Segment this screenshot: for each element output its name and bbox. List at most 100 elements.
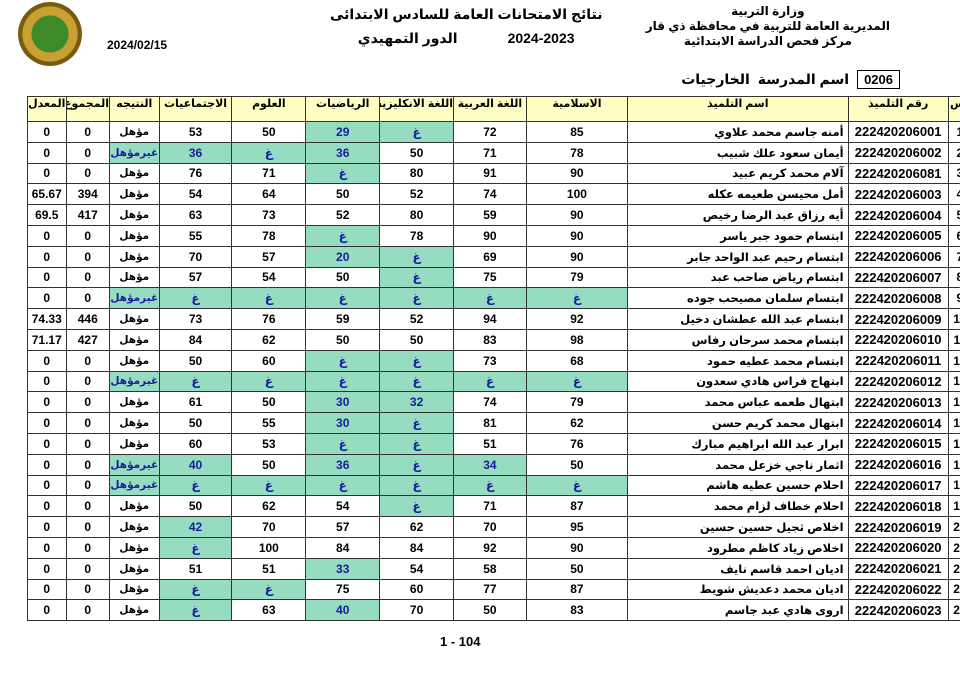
arabic-cell: 51 (453, 432, 527, 455)
math-cell: 36 (305, 141, 381, 164)
student-name-cell: احلام خطاف لزام محمد (627, 495, 849, 518)
arabic-cell: 72 (453, 121, 527, 143)
social-cell: غ (158, 599, 233, 622)
social-cell: غ (158, 536, 233, 559)
student-name-cell: ابتهال طعمه عباس محمد (627, 391, 849, 414)
english-cell: غ (379, 495, 454, 518)
result-cell: مؤهل (109, 224, 160, 247)
social-cell: 70 (158, 245, 233, 268)
result-cell: مؤهل (109, 432, 160, 455)
islamic-cell: 87 (525, 495, 629, 518)
science-cell: 57 (231, 245, 307, 268)
arabic-cell: 77 (453, 578, 527, 601)
average-cell: 0 (27, 266, 67, 289)
result-cell: غيرمؤهل (109, 453, 160, 476)
total-cell: 0 (65, 121, 111, 143)
islamic-cell: 90 (525, 204, 629, 226)
math-cell: 59 (305, 308, 381, 330)
total-cell: 0 (65, 245, 111, 268)
student-id-cell: 222420206081 (847, 162, 949, 185)
english-cell: غ (379, 266, 454, 289)
islamic-cell: 79 (525, 391, 629, 414)
social-cell: 50 (158, 412, 233, 434)
english-cell: 54 (379, 557, 454, 580)
serial-cell: 9 (947, 287, 960, 310)
table-row: 10222420206009ابتسام عبد الله عطشان دخيل… (27, 308, 960, 330)
student-id-cell: 222420206011 (847, 349, 949, 372)
serial-cell: 20 (947, 516, 960, 538)
social-cell: 57 (158, 266, 233, 289)
average-cell: 0 (27, 121, 67, 143)
average-cell: 0 (27, 536, 67, 559)
average-cell: 74.33 (27, 308, 67, 330)
english-cell: 80 (379, 204, 454, 226)
total-cell: 446 (65, 308, 111, 330)
math-cell: 33 (305, 557, 381, 580)
english-cell: 32 (379, 391, 454, 414)
student-id-cell: 222420206023 (847, 599, 949, 622)
student-id-cell: 222420206004 (847, 204, 949, 226)
student-id-cell: 222420206017 (847, 474, 949, 497)
social-cell: 42 (158, 516, 233, 538)
islamic-cell: 83 (525, 599, 629, 622)
english-cell: غ (379, 349, 454, 372)
result-cell: غيرمؤهل (109, 370, 160, 393)
student-name-cell: ابتسام رياض صاحب عبد (627, 266, 849, 289)
student-name-cell: اديان احمد قاسم نايف (627, 557, 849, 580)
table-row: 17222420206016اثمار ناجي خزعل محمد5034غ3… (27, 453, 960, 476)
science-cell: غ (231, 370, 307, 393)
science-cell: 50 (231, 121, 307, 143)
student-name-cell: اثمار ناجي خزعل محمد (627, 453, 849, 476)
serial-cell: 15 (947, 412, 960, 434)
english-cell: 52 (379, 183, 454, 206)
table-row: 13222420206012ابتهاج فراس هادي سعدونغغغغ… (27, 370, 960, 393)
arabic-cell: غ (453, 370, 527, 393)
social-cell: غ (158, 474, 233, 497)
total-cell: 417 (65, 204, 111, 226)
ministry-name: وزارة التربية (731, 4, 805, 18)
math-cell: 50 (305, 183, 381, 206)
islamic-cell: 87 (525, 578, 629, 601)
arabic-cell: 74 (453, 183, 527, 206)
table-row: 2222420206002أيمان سعود علك شبيب78715036… (27, 141, 960, 164)
math-cell: غ (305, 162, 381, 185)
arabic-cell: 92 (453, 536, 527, 559)
result-cell: مؤهل (109, 308, 160, 330)
table-row: 3222420206081آلام محمد كريم عبيد909180غ7… (27, 162, 960, 185)
result-cell: مؤهل (109, 328, 160, 351)
table-row: 1222420206001أمنه جاسم محمد علاوي8572غ29… (27, 121, 960, 143)
student-id-cell: 222420206018 (847, 495, 949, 518)
result-cell: مؤهل (109, 349, 160, 372)
total-cell: 0 (65, 224, 111, 247)
table-row: 19222420206018احلام خطاف لزام محمد8771غ5… (27, 495, 960, 518)
science-cell: 50 (231, 391, 307, 414)
math-cell: 50 (305, 266, 381, 289)
islamic-cell: 85 (525, 121, 629, 143)
math-cell: 57 (305, 516, 381, 538)
serial-cell: 12 (947, 349, 960, 372)
serial-cell: 3 (947, 162, 960, 185)
math-cell: 75 (305, 578, 381, 601)
science-cell: غ (231, 578, 307, 601)
total-cell: 0 (65, 266, 111, 289)
student-name-cell: أيمان سعود علك شبيب (627, 141, 849, 164)
arabic-cell: 81 (453, 412, 527, 434)
student-id-cell: 222420206003 (847, 183, 949, 206)
average-cell: 0 (27, 495, 67, 518)
serial-cell: 8 (947, 266, 960, 289)
arabic-cell: 71 (453, 141, 527, 164)
arabic-cell: 59 (453, 204, 527, 226)
english-cell: 60 (379, 578, 454, 601)
average-cell: 71.17 (27, 328, 67, 351)
column-header: رقم التلميذ (847, 96, 949, 122)
science-cell: 78 (231, 224, 307, 247)
arabic-cell: 70 (453, 516, 527, 538)
arabic-cell: 34 (453, 453, 527, 476)
school-info: 0206 اسم المدرسة الخارجيات (681, 70, 900, 89)
islamic-cell: 90 (525, 245, 629, 268)
result-cell: مؤهل (109, 266, 160, 289)
islamic-cell: 95 (525, 516, 629, 538)
serial-cell: 7 (947, 245, 960, 268)
english-cell: غ (379, 121, 454, 143)
science-cell: 100 (231, 536, 307, 559)
